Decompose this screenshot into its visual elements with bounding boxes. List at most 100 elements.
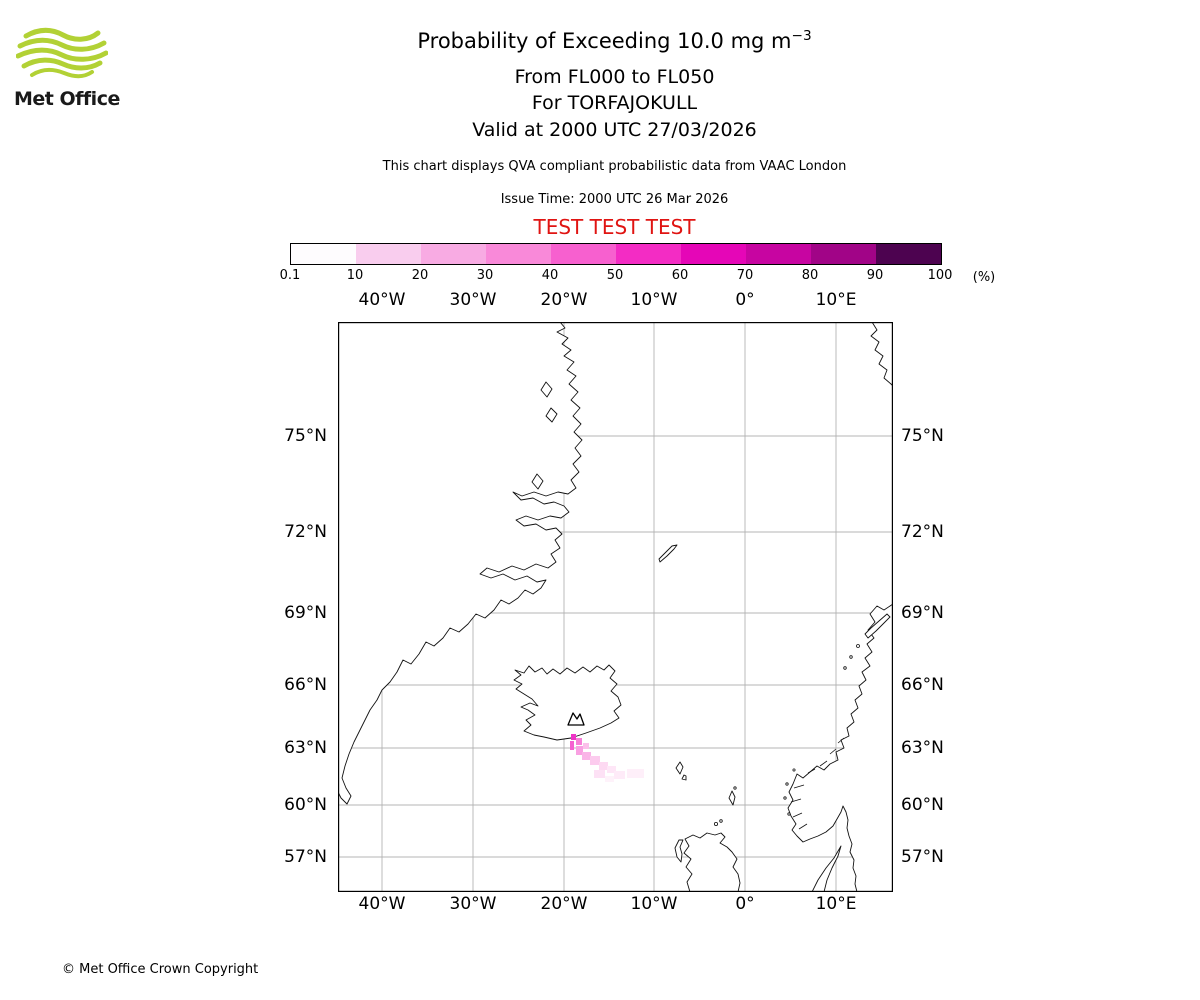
lat-label-left-57°N: 57°N [284,847,327,867]
lon-label-top-30°W: 30°W [449,290,497,310]
issue-time: Issue Time: 2000 UTC 26 Mar 2026 [500,192,729,207]
colorbar-tick-10: 10 [346,268,364,283]
lat-label-right-57°N: 57°N [901,847,944,867]
lat-label-right-75°N: 75°N [901,426,944,446]
colorbar-segment-8 [811,244,876,264]
colorbar-segment-2 [421,244,486,264]
greenland-islet [545,407,558,423]
lat-label-left-60°N: 60°N [284,795,327,815]
colorbar-ticks: 0.1 10 20 30 40 50 60 70 80 90 100 [280,268,953,286]
colorbar-segment-5 [616,244,681,264]
lon-label-top-40°W: 40°W [358,290,406,310]
greenland-coastline [337,321,583,805]
lon-label-top-10°W: 10°W [630,290,678,310]
qva-description: This chart displays QVA compliant probab… [382,159,847,174]
lat-label-right-60°N: 60°N [901,795,944,815]
ash-patch-5 [582,752,591,760]
volcano-subtitle: For TORFAJOKULL [531,92,698,114]
chart-title: Probability of Exceeding 10.0 mg m−3 [0,28,1200,53]
shetland-islands [728,790,736,806]
flight-levels-subtitle: From FL000 to FL050 [514,66,715,88]
met-office-logo-waves [16,27,108,79]
colorbar-tick-70: 70 [736,268,754,283]
scotland-coastline [683,832,741,893]
colorbar-segment-4 [551,244,616,264]
lat-label-right-72°N: 72°N [901,522,944,542]
coastal-islets [713,644,860,826]
lofoten-islands [864,613,891,639]
ash-patch-3 [576,746,583,755]
map-lat-labels-left: 75°N 72°N 69°N 66°N 63°N 60°N 57°N [0,322,331,892]
test-banner: TEST TEST TEST [533,215,696,239]
lon-label-bottom-20°W: 20°W [540,894,588,914]
colorbar-tick-80: 80 [801,268,819,283]
colorbar-tick-0.1: 0.1 [279,268,301,283]
colorbar-segment-3 [486,244,551,264]
coastlines [337,321,894,893]
lat-label-left-72°N: 72°N [284,522,327,542]
lon-label-bottom-40°W: 40°W [358,894,406,914]
ash-patch-6 [590,756,600,765]
map-lon-labels-bottom: 40°W 30°W 20°W 10°W 0° 10°E [338,894,893,916]
lat-label-right-66°N: 66°N [901,675,944,695]
probability-colorbar [290,243,942,265]
colorbar-tick-100: 100 [927,268,953,283]
colorbar-tick-90: 90 [866,268,884,283]
iceland-coastline [513,664,622,741]
svalbard-coastline [870,321,894,387]
lon-label-top-0°: 0° [735,290,755,310]
map-lon-labels-top: 40°W 30°W 20°W 10°W 0° 10°E [338,290,893,312]
colorbar-tick-50: 50 [606,268,624,283]
ash-patch-7 [599,762,608,770]
chart-title-text: Probability of Exceeding 10.0 mg m [417,29,792,53]
valid-time-subtitle: Valid at 2000 UTC 27/03/2026 [472,119,757,141]
colorbar-segments [291,244,941,264]
norway-coastline [787,603,894,893]
colorbar-tick-30: 30 [476,268,494,283]
norway-fjord-lines [790,737,845,830]
colorbar-segment-7 [746,244,811,264]
outer-hebrides-island [674,839,684,863]
lon-label-top-20°W: 20°W [540,290,588,310]
lat-label-right-69°N: 69°N [901,603,944,623]
map-border [338,322,893,892]
volcano-marker [567,712,585,726]
lat-label-right-63°N: 63°N [901,738,944,758]
chart-title-exponent: −3 [791,28,812,44]
lon-label-bottom-0°: 0° [735,894,755,914]
colorbar-segment-1 [356,244,421,264]
map-lat-labels-right: 75°N 72°N 69°N 66°N 63°N 60°N 57°N [901,322,991,892]
lat-label-left-63°N: 63°N [284,738,327,758]
lon-label-bottom-10°E: 10°E [815,894,857,914]
ash-patch-2 [576,738,582,745]
ash-patch-12 [605,776,614,782]
colorbar-tick-20: 20 [411,268,429,283]
lon-label-top-10°E: 10°E [815,290,857,310]
ash-patch-11 [627,769,644,778]
colorbar-tick-40: 40 [541,268,559,283]
colorbar-segment-0 [291,244,356,264]
colorbar-tick-60: 60 [671,268,689,283]
ash-patch-0 [571,734,576,740]
copyright-notice: © Met Office Crown Copyright [62,962,259,977]
map-svg [337,321,894,893]
ash-patch-9 [607,766,616,773]
lon-label-bottom-30°W: 30°W [449,894,497,914]
colorbar-segment-6 [681,244,746,264]
lat-label-left-75°N: 75°N [284,426,327,446]
lat-label-left-66°N: 66°N [284,675,327,695]
faroe-islands [675,761,684,775]
map-canvas [337,321,894,893]
lat-label-left-69°N: 69°N [284,603,327,623]
faroe-islands [681,774,687,781]
ash-patch-1 [570,741,574,750]
lon-label-bottom-10°W: 10°W [630,894,678,914]
greenland-islet [540,381,553,398]
colorbar-segment-9 [876,244,941,264]
ash-patch-10 [614,771,625,779]
jutland-coastline [811,845,842,893]
ash-patch-8 [594,770,605,778]
jan-mayen-island [658,544,678,563]
met-office-logo-text: Met Office [14,88,120,110]
ash-patch-4 [583,743,589,749]
